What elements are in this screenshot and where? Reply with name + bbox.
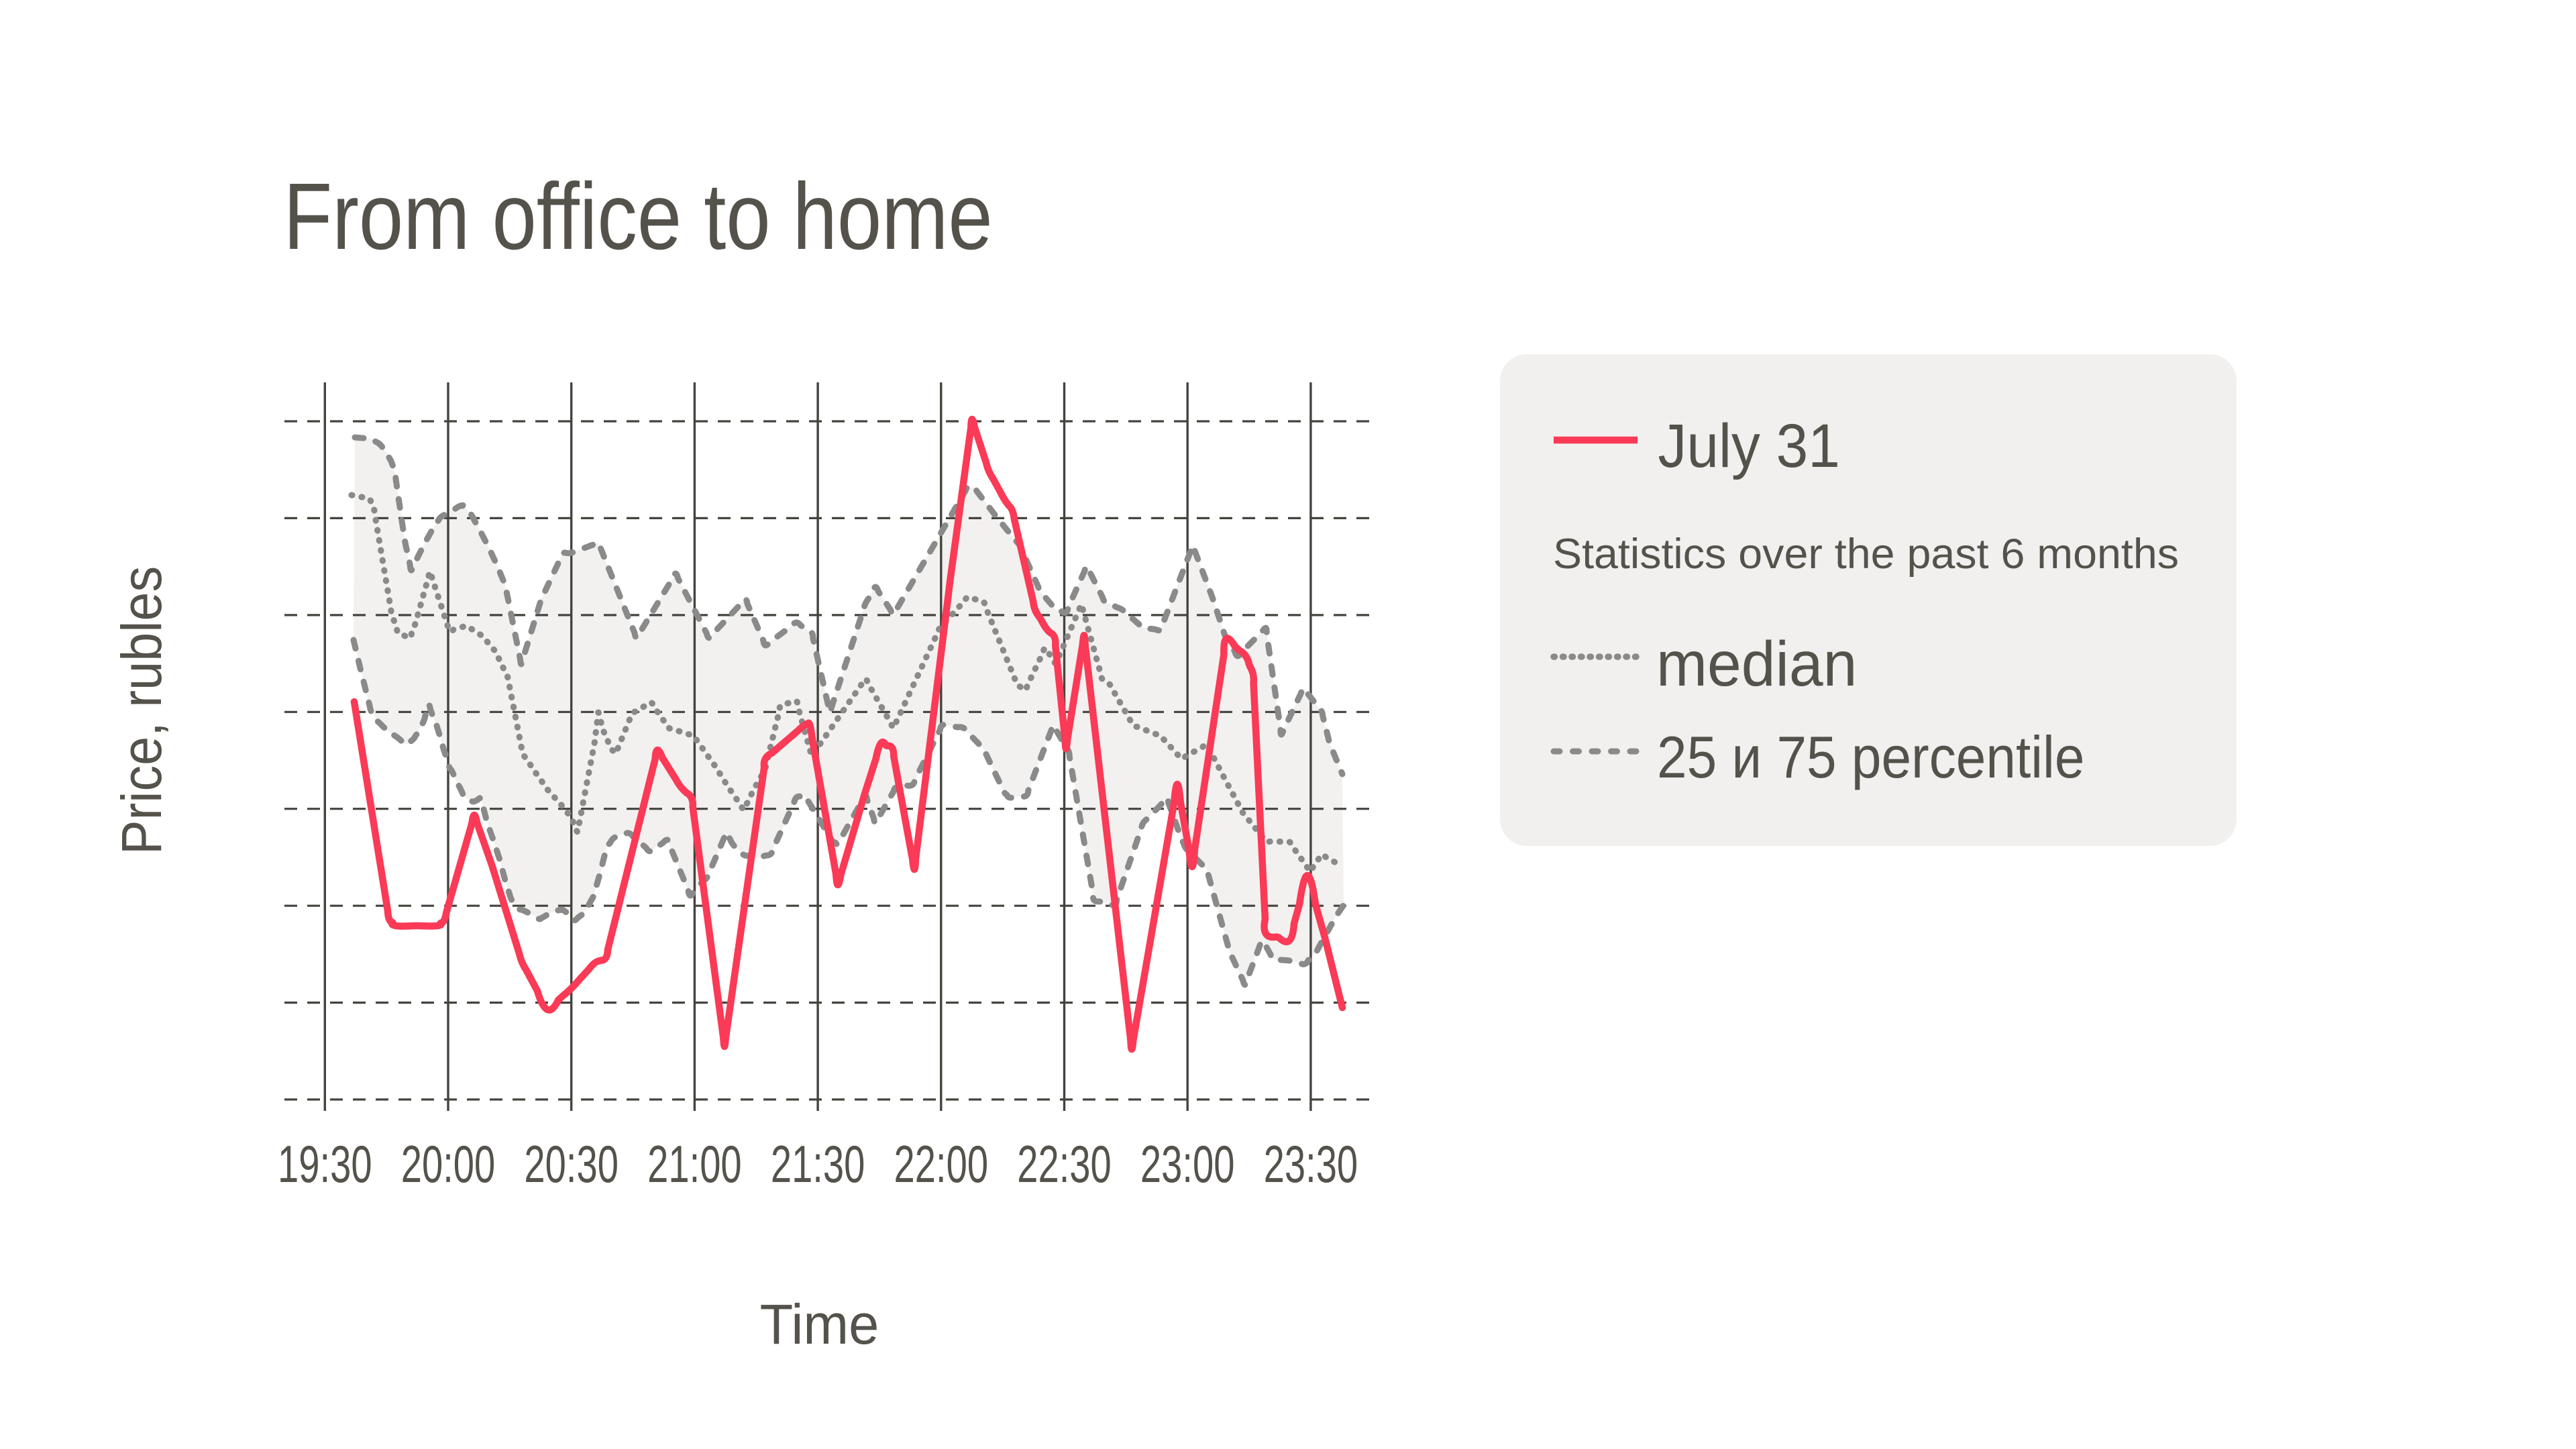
svg-text:20:00: 20:00 (401, 1135, 496, 1193)
svg-text:23:30: 23:30 (1264, 1135, 1358, 1193)
svg-text:22:30: 22:30 (1017, 1135, 1112, 1193)
svg-text:25 и 75 percentile: 25 и 75 percentile (1657, 724, 2084, 790)
svg-text:21:30: 21:30 (771, 1135, 865, 1193)
svg-text:21:00: 21:00 (647, 1135, 742, 1193)
svg-text:median: median (1656, 628, 1857, 699)
svg-text:Statistics over the past 6 mon: Statistics over the past 6 months (1553, 530, 2179, 578)
svg-text:Price, rubles: Price, rubles (111, 566, 174, 855)
svg-text:Time: Time (760, 1293, 879, 1356)
svg-text:From office to home: From office to home (284, 164, 993, 270)
svg-text:July 31: July 31 (1658, 411, 1840, 480)
svg-text:20:30: 20:30 (524, 1135, 619, 1193)
svg-text:23:00: 23:00 (1140, 1135, 1235, 1193)
svg-text:22:00: 22:00 (894, 1135, 989, 1193)
svg-text:19:30: 19:30 (278, 1135, 372, 1193)
